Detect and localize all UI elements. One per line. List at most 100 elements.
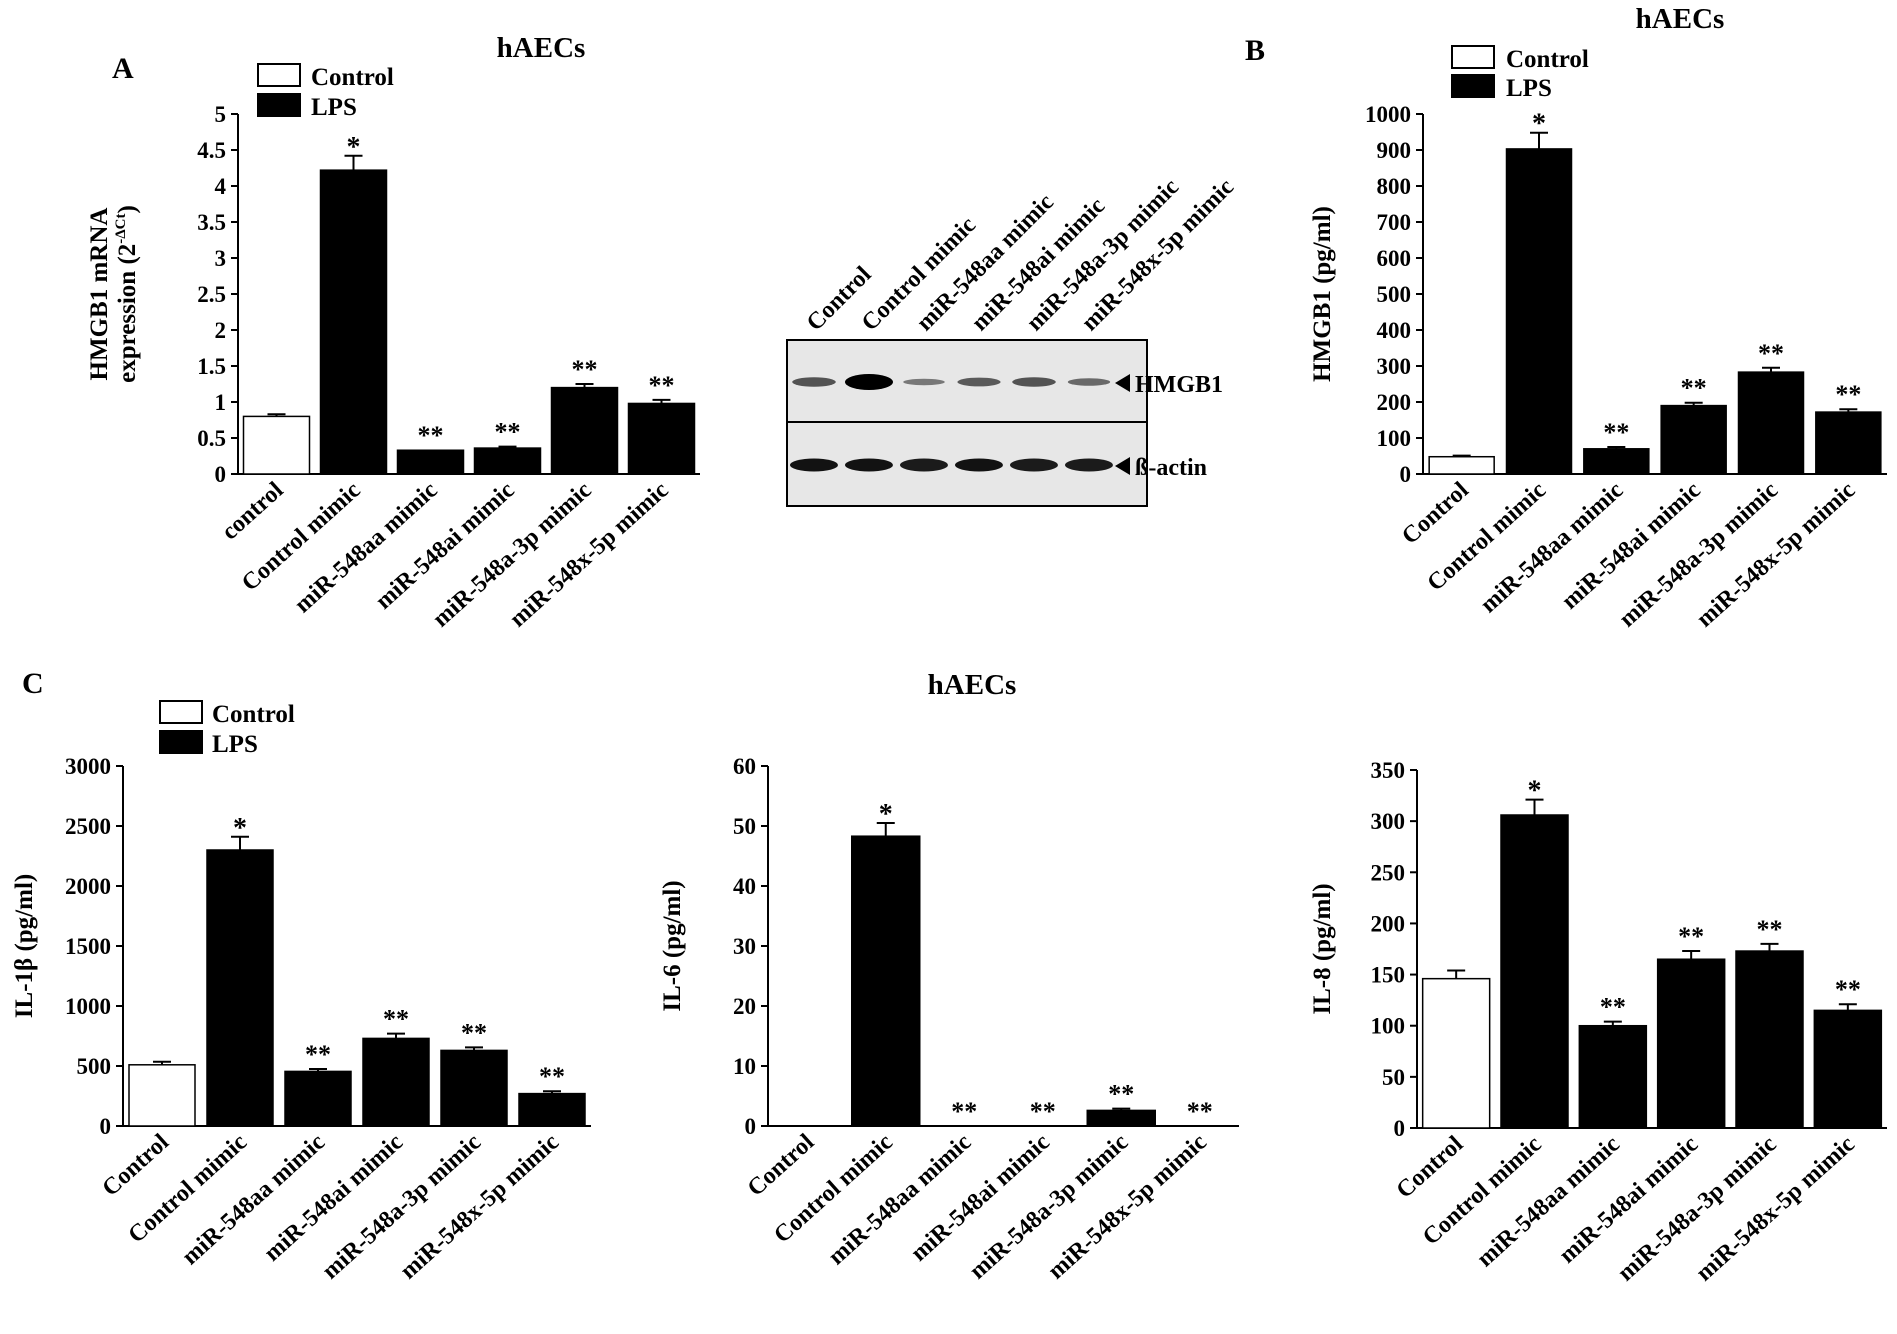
legend-b-lps-label: LPS xyxy=(1506,75,1552,102)
legend-c-control-label: Control xyxy=(212,701,295,728)
significance-marker: ** xyxy=(1187,1097,1213,1126)
y-tick-label: 1.5 xyxy=(197,354,226,379)
x-tick-label: miR-548aa mimic xyxy=(1472,1131,1625,1272)
y-tick-label: 600 xyxy=(1377,246,1412,271)
y-tick-label: 1500 xyxy=(65,934,111,959)
bar-mir-548ai-mimic xyxy=(1656,958,1726,1129)
y-tick-label: 3 xyxy=(215,246,227,271)
significance-marker: ** xyxy=(1835,380,1861,409)
legend-a-lps-swatch xyxy=(257,93,301,117)
significance-marker: * xyxy=(1532,109,1546,140)
blot-bands xyxy=(790,374,1113,472)
y-tick-label: 50 xyxy=(1382,1065,1405,1090)
legend-b-lps-swatch xyxy=(1451,74,1495,98)
legend-c-control-swatch xyxy=(159,700,203,724)
y-tick-label: 0 xyxy=(215,462,227,487)
arrow-actin-icon xyxy=(1115,457,1130,475)
x-tick-label: Control xyxy=(1397,477,1474,550)
y-tick-label: 40 xyxy=(733,874,756,899)
chart-b-hmgb1-protein: 0 100 200 300 400 500 600 700 800 900 1000 HMGB1 (p… xyxy=(1309,102,1887,632)
y-axis-label-line2: expression (2-ΔCt) xyxy=(113,205,141,383)
blot-band-hmgb1 xyxy=(1067,378,1111,386)
x-tick-label: miR-548ai mimic xyxy=(906,1129,1055,1267)
chart-c-il1b: 0 500 1000 1500 2000 2500 3000 IL-1β (pg/ml) Con… xyxy=(11,754,591,1284)
bar-mir-548x-5p-mimic xyxy=(1815,411,1882,475)
legend-c-lps-label: LPS xyxy=(212,731,258,758)
bar-control-mimic xyxy=(319,169,388,475)
y-tick-label: 1000 xyxy=(1365,102,1411,127)
significance-marker: ** xyxy=(1678,922,1704,951)
panel-letter-a: A xyxy=(112,52,134,85)
arrow-hmgb1-icon xyxy=(1115,374,1130,392)
y-tick-label: 500 xyxy=(77,1054,112,1079)
blot-band-actin xyxy=(955,458,1003,472)
y-tick-label: 0 xyxy=(100,1114,112,1139)
y-tick-label: 30 xyxy=(733,934,756,959)
y-tick-label: 800 xyxy=(1377,174,1412,199)
bar-mir-548ai-mimic xyxy=(1660,404,1727,475)
x-tick-label: Control xyxy=(743,1129,820,1202)
y-tick-label: 1000 xyxy=(65,994,111,1019)
y-axis-label: IL-1β (pg/ml) xyxy=(11,874,38,1018)
x-tick-label: miR-548aa mimic xyxy=(177,1129,330,1270)
significance-marker: * xyxy=(233,813,247,844)
x-tick-label: miR-548aa mimic xyxy=(824,1129,977,1270)
y-axis-label: IL-6 (pg/ml) xyxy=(659,880,686,1011)
y-axis-label: IL-8 (pg/ml) xyxy=(1309,883,1336,1014)
y-tick-label: 20 xyxy=(733,994,756,1019)
bar-control xyxy=(1428,455,1495,475)
legend-a: Control LPS xyxy=(257,63,394,121)
significance-marker: ** xyxy=(1030,1097,1056,1126)
significance-marker: ** xyxy=(1758,339,1784,368)
significance-marker: * xyxy=(1528,776,1542,807)
chart-c-il8: 0 50 100 150 200 250 300 350 IL-8 (pg/ml) Control… xyxy=(1309,758,1887,1286)
y-axis-label-close: ) xyxy=(114,205,141,213)
y-tick-label: 4 xyxy=(215,174,227,199)
y-tick-label: 100 xyxy=(1371,1014,1406,1039)
significance-marker: ** xyxy=(951,1097,977,1126)
y-tick-label: 1 xyxy=(215,390,227,415)
x-tick-label: miR-548ai mimic xyxy=(371,477,520,615)
x-tick-label: Control xyxy=(1392,1131,1469,1204)
significance-marker: ** xyxy=(461,1018,487,1047)
significance-marker: * xyxy=(347,132,361,163)
y-tick-label: 900 xyxy=(1377,138,1412,163)
bar-mir-548aa-mimic xyxy=(396,449,465,475)
legend-a-control-swatch xyxy=(257,63,301,87)
significance-marker: ** xyxy=(383,1005,409,1034)
significance-marker: ** xyxy=(1757,915,1783,944)
blot-band-actin xyxy=(845,458,893,472)
y-tick-label: 0 xyxy=(745,1114,757,1139)
significance-marker: ** xyxy=(1603,418,1629,447)
y-tick-label: 250 xyxy=(1371,860,1406,885)
significance-marker: ** xyxy=(305,1040,331,1069)
blot-band-actin xyxy=(790,458,838,472)
y-tick-label: 2500 xyxy=(65,814,111,839)
y-tick-label: 10 xyxy=(733,1054,756,1079)
significance-marker: ** xyxy=(539,1062,565,1091)
y-tick-label: 300 xyxy=(1371,809,1406,834)
bar-mir-548a-3p-mimic xyxy=(550,386,619,475)
blot-band-hmgb1 xyxy=(792,377,836,387)
bar-control-mimic xyxy=(1500,814,1569,1129)
y-tick-label: 100 xyxy=(1377,426,1412,451)
x-tick-label: miR-548aa mimic xyxy=(1476,477,1629,618)
significance-marker: ** xyxy=(649,371,675,400)
legend-a-control-label: Control xyxy=(311,64,394,91)
legend-c: Control LPS xyxy=(159,700,295,758)
bar-control-mimic xyxy=(206,849,274,1127)
bar-mir-548x-5p-mimic xyxy=(1813,1009,1883,1129)
y-tick-label: 4.5 xyxy=(197,138,226,163)
significance-marker: ** xyxy=(1681,374,1707,403)
y-tick-label: 200 xyxy=(1377,390,1412,415)
bar-control xyxy=(128,1064,196,1127)
legend-c-lps-swatch xyxy=(159,730,203,754)
y-tick-label: 3000 xyxy=(65,754,111,779)
y-axis-label: HMGB1 (pg/ml) xyxy=(1309,206,1336,382)
y-tick-label: 3.5 xyxy=(197,210,226,235)
blot-band-hmgb1 xyxy=(903,378,945,386)
